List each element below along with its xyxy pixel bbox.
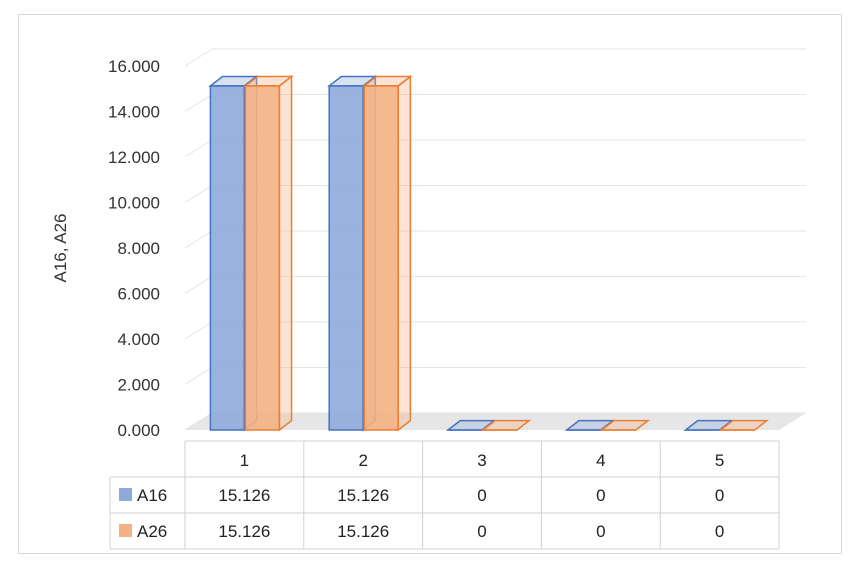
x-tick-label: 1 [240, 451, 249, 470]
gridline-side [184, 48, 213, 67]
gridline-side [184, 276, 213, 294]
y-tick-label: 0.000 [117, 421, 160, 440]
y-tick-label: 12.000 [108, 148, 160, 167]
table-cell-value: 0 [715, 486, 724, 505]
legend-label: A16 [137, 486, 167, 505]
table-cell-value: 15.126 [218, 522, 270, 541]
table-cell-value: 15.126 [218, 486, 270, 505]
x-tick-label: 4 [596, 451, 605, 470]
y-tick-label: 8.000 [117, 239, 160, 258]
y-tick-label: 10.000 [108, 194, 160, 213]
x-tick-label: 5 [715, 451, 724, 470]
table-cell-value: 0 [477, 486, 486, 505]
bar-front [209, 85, 246, 431]
gridline-side [184, 185, 213, 203]
gridline-side [184, 321, 213, 340]
y-tick-label: 14.000 [108, 103, 160, 122]
gridline-side [184, 94, 213, 112]
y-tick-label: 2.000 [117, 376, 160, 395]
gridline-side [184, 139, 213, 158]
table-cell-value: 15.126 [337, 522, 389, 541]
table-cell-value: 0 [477, 522, 486, 541]
y-tick-label: 16.000 [108, 57, 160, 76]
legend-label: A26 [137, 522, 167, 541]
y-tick-label: 4.000 [117, 330, 160, 349]
table-cell-value: 15.126 [337, 486, 389, 505]
chart-frame [18, 14, 842, 554]
bar-front [244, 85, 281, 431]
table-cell-value: 0 [596, 486, 605, 505]
y-tick-label: 6.000 [117, 285, 160, 304]
bar-side [397, 75, 412, 432]
bar-front [328, 85, 364, 431]
bar-top [599, 419, 651, 431]
bar-front [363, 85, 399, 431]
x-tick-label: 3 [477, 451, 486, 470]
bar-top [718, 419, 769, 431]
table-cell-value: 0 [715, 522, 724, 541]
table-cell-value: 0 [596, 522, 605, 541]
legend-key [119, 524, 132, 537]
y-axis-title: A16, A26 [51, 213, 70, 282]
gridline-side [184, 230, 213, 249]
bar-top [480, 419, 532, 431]
bar-side [278, 75, 293, 432]
legend-key [119, 488, 132, 501]
x-tick-label: 2 [358, 451, 367, 470]
gridline-side [184, 367, 213, 385]
